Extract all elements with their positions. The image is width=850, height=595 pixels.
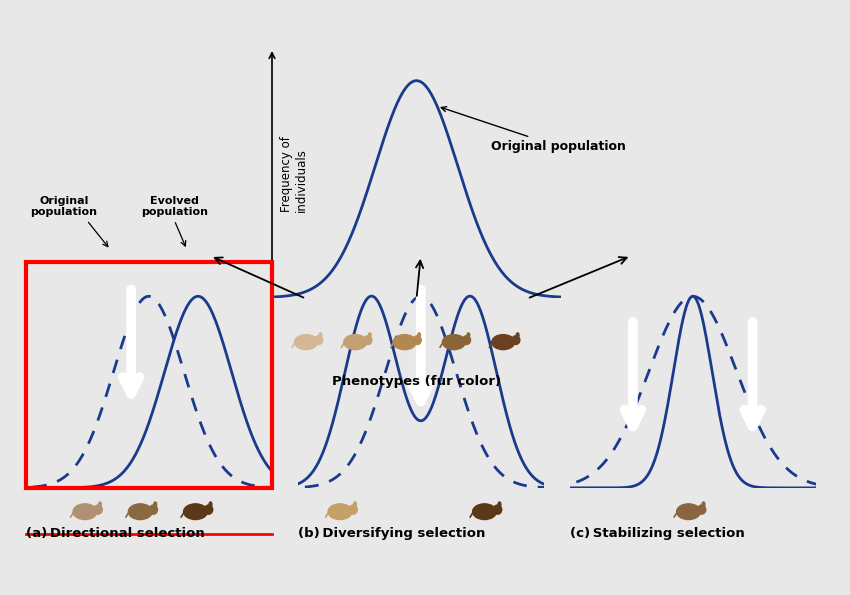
Text: (a) Directional selection: (a) Directional selection xyxy=(26,527,204,540)
Text: Original
population: Original population xyxy=(31,196,97,217)
Text: Frequency of
individuals: Frequency of individuals xyxy=(280,136,309,212)
Text: (c) Stabilizing selection: (c) Stabilizing selection xyxy=(570,527,745,540)
Text: (b) Diversifying selection: (b) Diversifying selection xyxy=(298,527,484,540)
Text: Phenotypes (fur color): Phenotypes (fur color) xyxy=(332,375,501,388)
Text: Original population: Original population xyxy=(441,107,626,153)
Text: Evolved
population: Evolved population xyxy=(141,196,207,217)
